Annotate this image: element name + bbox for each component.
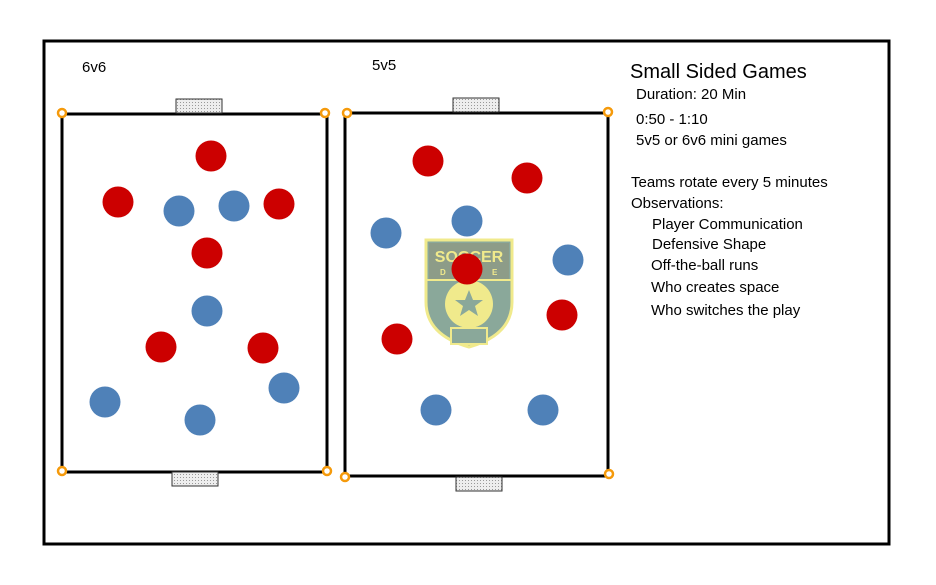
- goal-icon: [171, 471, 219, 487]
- player-icon-blue: [268, 372, 300, 404]
- player-icon-red: [263, 188, 295, 220]
- pitch-outline: [343, 111, 610, 478]
- goal-icon: [452, 97, 500, 113]
- player-icon-blue: [451, 205, 483, 237]
- observation-item: Defensive Shape: [652, 236, 766, 253]
- goal-icon: [455, 476, 503, 492]
- player-icon-red: [247, 332, 279, 364]
- player-icon-blue: [218, 190, 250, 222]
- field-5v5: SOCCER D E: [343, 97, 610, 492]
- cone-icon: [603, 468, 615, 480]
- cone-icon: [341, 107, 353, 119]
- player-icon-red: [145, 331, 177, 363]
- observation-item: Off-the-ball runs: [651, 257, 758, 274]
- player-icon-blue: [191, 295, 223, 327]
- player-icon-red: [102, 186, 134, 218]
- player-icon-blue: [184, 404, 216, 436]
- cone-icon: [321, 465, 333, 477]
- svg-text:D: D: [440, 268, 446, 277]
- player-icon-blue: [527, 394, 559, 426]
- player-icon-blue: [370, 217, 402, 249]
- observation-item: Player Communication: [652, 216, 803, 233]
- field-label-5v5: 5v5: [372, 57, 396, 74]
- observation-item: Who switches the play: [651, 302, 801, 319]
- soccer-logo: SOCCER D E: [424, 238, 514, 349]
- goal-icon: [175, 98, 223, 114]
- player-icon-red: [381, 323, 413, 355]
- cone-icon: [319, 107, 331, 119]
- time-range: 0:50 - 1:10: [636, 111, 708, 128]
- cone-icon: [602, 106, 614, 118]
- player-icon-red: [511, 162, 543, 194]
- field-6v6: [60, 98, 329, 487]
- player-icon-red: [191, 237, 223, 269]
- player-icon-blue: [552, 244, 584, 276]
- cone-icon: [56, 465, 68, 477]
- player-icon-blue: [89, 386, 121, 418]
- cone-icon: [339, 471, 351, 483]
- player-icon-red: [546, 299, 578, 331]
- rotation: Teams rotate every 5 minutes: [631, 174, 828, 191]
- player-icon-blue: [420, 394, 452, 426]
- duration: Duration: 20 Min: [636, 86, 746, 103]
- cone-icon: [56, 107, 68, 119]
- player-icon-red: [195, 140, 227, 172]
- observation-item: Who creates space: [651, 279, 779, 296]
- field-label-6v6: 6v6: [82, 59, 106, 76]
- player-icon-red: [412, 145, 444, 177]
- svg-text:E: E: [492, 268, 498, 277]
- player-icon-red: [451, 253, 483, 285]
- format: 5v5 or 6v6 mini games: [636, 132, 787, 149]
- observations-label: Observations:: [631, 195, 724, 212]
- player-icon-blue: [163, 195, 195, 227]
- drill-title: Small Sided Games: [630, 61, 807, 83]
- info-panel: Small Sided Games Duration: 20 Min 0:50 …: [630, 61, 828, 319]
